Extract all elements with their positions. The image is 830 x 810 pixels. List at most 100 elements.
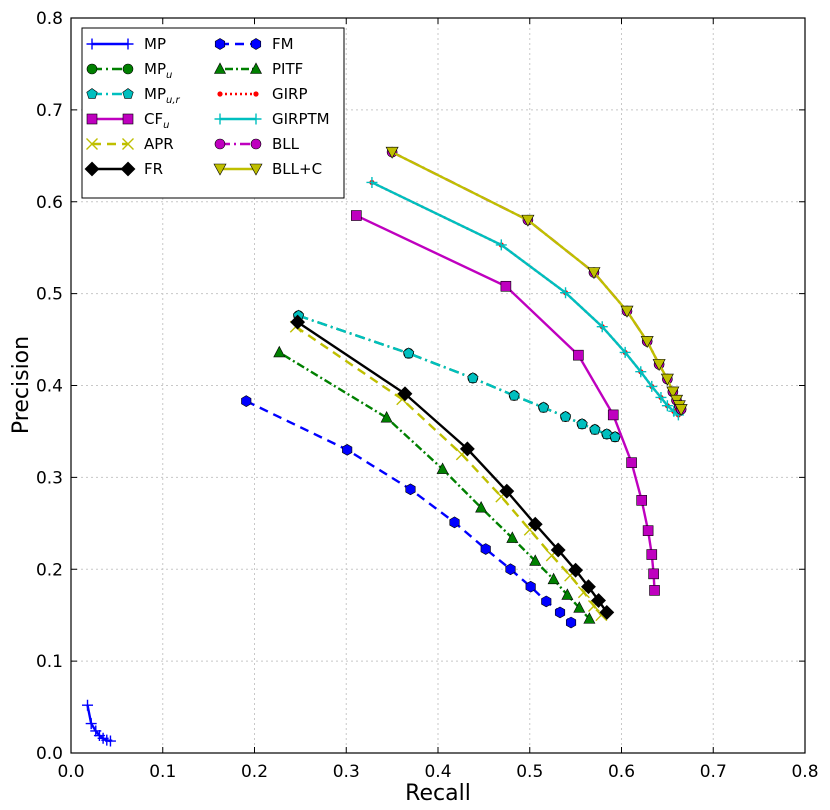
legend-item-girp: GIRP xyxy=(217,85,308,103)
data-point-cf-u xyxy=(351,210,362,221)
legend-marker-bll xyxy=(214,138,226,150)
legend-item-fm: FM xyxy=(214,35,294,53)
data-point-fr xyxy=(591,593,606,608)
y-tick-label: 0.8 xyxy=(36,9,63,29)
data-point-girptm xyxy=(655,391,667,403)
data-point-pitf xyxy=(547,572,560,585)
data-point-mp-u-r xyxy=(589,423,601,435)
data-point-fm xyxy=(565,616,577,629)
data-point-fr xyxy=(568,562,584,578)
legend-label-fr: FR xyxy=(144,160,163,178)
data-point-fr xyxy=(397,386,413,402)
series-line-mp-u-r xyxy=(298,314,616,439)
data-point-mp-u-r xyxy=(601,428,613,439)
y-tick-label: 0.7 xyxy=(36,101,63,121)
data-point-cf-u xyxy=(626,457,637,468)
data-point-bll-c xyxy=(620,305,634,318)
y-tick-label: 0.4 xyxy=(36,377,63,397)
data-point-bll-c xyxy=(674,404,688,417)
series-layer xyxy=(82,146,688,747)
y-tick-label: 0.3 xyxy=(36,468,63,488)
y-tick-label: 0.2 xyxy=(36,560,63,580)
legend-label-bll-c: BLL+C xyxy=(272,160,322,178)
data-point-bll-c xyxy=(666,386,680,399)
legend-marker-mp-u xyxy=(86,63,98,75)
data-point-fm xyxy=(241,395,252,407)
legend-marker-fr xyxy=(120,161,136,177)
data-point-pitf xyxy=(529,554,542,566)
legend-item-mp: MP xyxy=(86,35,166,53)
data-point-girptm xyxy=(646,380,658,392)
legend-marker-girptm xyxy=(250,113,262,125)
data-point-girptm xyxy=(596,321,608,333)
data-point-fr xyxy=(581,579,596,595)
legend-marker-mp-u-r xyxy=(86,88,98,99)
legend-label-girptm: GIRPTM xyxy=(272,110,330,128)
y-tick-label: 0.1 xyxy=(36,652,63,672)
legend-marker-bll xyxy=(250,138,262,150)
data-point-girptm xyxy=(661,400,673,412)
legend-marker-apr xyxy=(122,138,134,150)
legend-marker-fm xyxy=(250,38,262,50)
legend-item-pitf: PITF xyxy=(214,60,303,78)
series-pitf xyxy=(273,345,596,624)
legend-label-apr: APR xyxy=(144,135,174,153)
data-point-fr xyxy=(499,483,515,499)
legend-item-mp-u: MPu xyxy=(86,60,172,81)
data-point-pitf xyxy=(436,462,449,474)
legend-marker-girp xyxy=(217,91,223,97)
data-point-fm xyxy=(480,543,491,555)
data-point-fr xyxy=(527,516,543,532)
data-point-bll-c xyxy=(385,146,399,159)
data-point-bll-c xyxy=(640,336,654,349)
y-axis-label: Precision xyxy=(9,336,34,434)
data-point-pitf xyxy=(273,345,286,358)
data-point-bll-c xyxy=(587,267,601,280)
x-tick-label: 0.3 xyxy=(333,762,360,782)
data-point-fm xyxy=(342,443,353,456)
data-point-mp-u-r xyxy=(467,372,479,383)
series-fm xyxy=(241,395,577,629)
x-tick-label: 0.7 xyxy=(700,762,727,782)
legend-marker-apr xyxy=(86,138,98,150)
series-line-fr xyxy=(296,321,608,614)
axis-ticks: 0.0 0.1 0.2 0.3 0.4 0.5 0.6 0.7 0.8 0.0 0.1 0.2 0.3 0… xyxy=(36,9,819,782)
legend-label-bll: BLL xyxy=(272,135,300,153)
data-point-cf-u xyxy=(642,525,654,536)
legend-marker-cf-u xyxy=(86,113,98,125)
legend-item-mp-u-r: MPu,r xyxy=(86,85,181,106)
x-tick-label: 0.6 xyxy=(608,762,635,782)
data-point-girptm xyxy=(635,366,647,378)
data-point-mp-u-r xyxy=(576,418,588,429)
data-point-fm xyxy=(541,595,552,608)
series-line-pitf xyxy=(278,351,591,620)
data-point-mp-u-r xyxy=(508,389,520,401)
data-point-girptm xyxy=(619,346,631,358)
x-tick-label: 0.1 xyxy=(149,762,176,782)
series-line-apr xyxy=(295,325,603,616)
legend-item-apr: APR xyxy=(86,135,174,153)
data-point-mp-u-r xyxy=(537,401,550,413)
legend-item-fr: FR xyxy=(84,160,163,178)
data-point-mp xyxy=(104,735,116,747)
y-tick-label: 0.5 xyxy=(36,285,63,305)
data-point-mp xyxy=(82,699,94,711)
series-mp xyxy=(82,699,116,747)
legend-marker-pitf xyxy=(214,62,226,74)
legend-marker-mp xyxy=(122,38,134,50)
data-point-cf-u xyxy=(646,549,658,560)
legend-label-girp: GIRP xyxy=(272,85,308,103)
data-point-bll-c xyxy=(521,214,535,227)
x-tick-label: 0.2 xyxy=(241,762,268,782)
data-point-pitf xyxy=(573,601,586,613)
legend-marker-mp xyxy=(86,38,98,50)
legend-marker-cf-u xyxy=(122,113,134,125)
legend-label-mp-u: MPu xyxy=(144,60,172,81)
data-point-bll-c xyxy=(652,359,666,371)
data-point-pitf xyxy=(561,588,574,600)
legend-marker-fr xyxy=(84,161,100,177)
legend-marker-bll-c xyxy=(213,163,227,176)
legend-marker-pitf xyxy=(250,62,262,74)
x-axis-label: Recall xyxy=(405,781,471,806)
